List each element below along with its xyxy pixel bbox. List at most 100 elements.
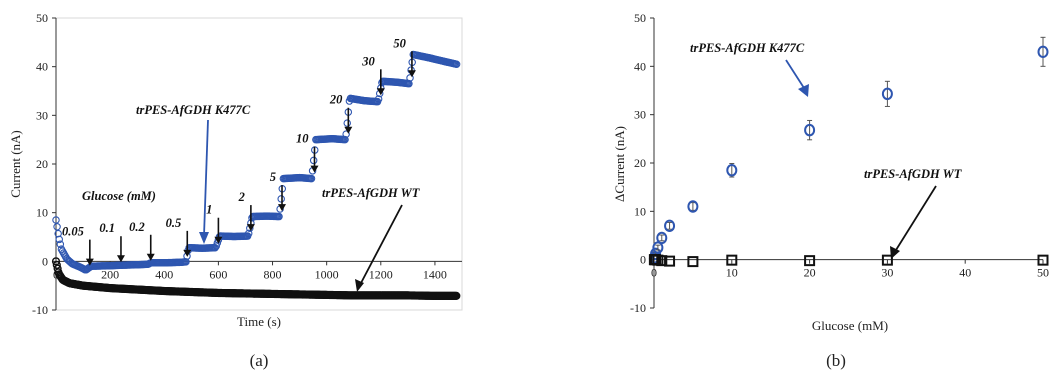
panel-a-data-point — [55, 235, 63, 244]
panel-a-data-point — [277, 195, 285, 203]
panel-b-y-axis-label: ΔCurrent (nA) — [612, 126, 627, 202]
panel-a-addition-label: 50 — [393, 36, 406, 50]
panel-b-data-point — [664, 255, 676, 267]
panel-b-x-axis-label: Glucose (mM) — [812, 318, 888, 333]
panel-a-annotations: 0.05 0.1 0.2 0.5 1 2 5 10 20 30 50 trPES-AfGDH K477… — [62, 36, 421, 292]
panel-a-addition-arrowhead — [376, 88, 385, 96]
panel-a-data-point — [307, 174, 316, 183]
panel-a-data-point — [374, 95, 383, 103]
panel-b-k477c-arrowhead — [798, 84, 809, 97]
panel-a-x-tick-label: 400 — [155, 267, 173, 281]
panel-a-addition-arrowhead — [344, 126, 353, 134]
panel-a-data-point — [275, 212, 283, 221]
panel-a-x-tick-label: 1200 — [369, 267, 393, 281]
panel-a-addition-arrowhead — [183, 249, 192, 257]
panel-a-data-point — [343, 119, 351, 127]
panel-b-series-label-wt: trPES-AfGDH WT — [864, 167, 963, 181]
panel-a-data-point — [182, 258, 190, 266]
panel-a-x-tick-label: 600 — [209, 267, 227, 281]
panel-a-y-tick-label: 0 — [42, 254, 48, 268]
panel-a-y-tick-label: 20 — [36, 157, 48, 171]
panel-a-x-tick-label: 800 — [264, 267, 282, 281]
panel-b-y-tick-label: 10 — [634, 204, 646, 218]
panel-b-data-point — [664, 219, 676, 233]
panel-b-y-tick-label: 0 — [640, 253, 646, 267]
panel-a-addition-label: 5 — [270, 170, 276, 184]
panel-b-data-point — [726, 254, 738, 266]
panel-b-x-tick-label: 10 — [726, 266, 738, 280]
panel-b-data-point — [881, 87, 893, 101]
panel-a-data-point — [244, 229, 253, 238]
panel-a-addition-arrowhead — [214, 236, 223, 244]
panel-b-data-point — [726, 164, 738, 177]
panel-a-data-point — [211, 243, 219, 252]
panel-a-data-point — [53, 223, 61, 231]
panel-a-x-tick-label: 1000 — [315, 267, 339, 281]
panel-b-wt-arrowhead — [890, 246, 900, 259]
panel-a-data-point — [309, 156, 318, 165]
panel-a-addition-label: 0.5 — [166, 216, 182, 230]
panel-b-x-tick-label: 50 — [1037, 266, 1049, 280]
panel-a-addition-label: 0.05 — [62, 225, 84, 239]
panel-b-data-point — [881, 254, 893, 266]
panel-a-k477c-arrowhead — [199, 232, 209, 244]
panel-a-series-k477c — [52, 50, 461, 274]
panel-a-addition-label: 0.2 — [129, 220, 145, 234]
panel-b-wt-arrow — [895, 185, 937, 251]
panel-a-addition-arrowhead — [310, 165, 319, 173]
panel-a-addition-arrowhead — [246, 224, 255, 232]
panel-b-data-point — [687, 200, 699, 213]
panel-a-addition-arrowhead — [116, 255, 125, 263]
panel-b-data-point — [656, 255, 668, 267]
panel-a-data-point — [52, 260, 61, 270]
panel-b-sublabel: (b) — [826, 351, 846, 370]
panel-a-k477c-arrow — [203, 119, 209, 237]
panel-b-x-tick-label: 30 — [881, 266, 893, 280]
panel-a-addition-arrowhead — [278, 204, 287, 212]
panel-b-data-point — [804, 255, 816, 267]
panel-a-data-point — [52, 216, 60, 224]
panel-b-data-point — [656, 231, 668, 245]
panel-b-y-tick-label: 40 — [634, 59, 646, 73]
panel-b-data-point — [804, 123, 816, 137]
panel-a-addition-label: 1 — [206, 203, 212, 217]
panel-a-addition-arrowhead — [407, 70, 416, 78]
panel-a-sublabel: (a) — [250, 351, 269, 370]
panel-a-y-tick-label: 40 — [36, 60, 48, 74]
panel-b-y-tick-label: 20 — [634, 156, 646, 170]
panel-a-y-tick-label: -10 — [32, 303, 48, 317]
panel-a-series-wt — [51, 257, 461, 300]
panel-b-axes: -10 0 10 20 30 40 50 0 10 20 30 40 50 — [630, 11, 1049, 315]
panel-a-data-point — [53, 264, 62, 273]
panel-a-x-axis-label: Time (s) — [237, 314, 281, 329]
panel-b-data-point — [652, 241, 664, 254]
panel-a-addition-label: 20 — [329, 93, 343, 107]
panel-a-addition-arrowhead — [85, 258, 94, 266]
panel-a-y-tick-label: 30 — [36, 108, 48, 122]
panel-a-data-point — [341, 135, 349, 144]
panel-b-y-tick-label: 50 — [634, 11, 646, 25]
panel-b-k477c-arrow — [785, 59, 805, 89]
panel-a-addition-label: 2 — [238, 190, 245, 204]
panel-b-x-tick-label: 0 — [651, 266, 657, 280]
panel-b-series-wt — [648, 254, 1049, 268]
panel-a-wt-arrowhead — [355, 279, 364, 292]
panel-b-chart: -10 0 10 20 30 40 50 0 10 20 30 40 50 trPES-AfGDH K4… — [612, 11, 1049, 370]
panel-b-data-point — [1037, 45, 1049, 59]
panel-a-x-tick-label: 1400 — [423, 267, 447, 281]
panel-a-addition-label: 30 — [361, 54, 375, 68]
panel-a-data-point — [342, 130, 350, 138]
panel-a-wt-arrow — [360, 204, 403, 284]
panel-a-y-tick-label: 50 — [36, 11, 48, 25]
panel-a-data-point — [56, 240, 65, 249]
panel-b-y-tick-label: -10 — [630, 301, 646, 315]
panel-b-data-point — [650, 247, 662, 261]
panel-b-series-k477c — [648, 36, 1049, 265]
panel-a-data-point — [406, 74, 414, 82]
panel-a-data-point — [51, 257, 61, 266]
panel-b-y-tick-label: 30 — [634, 108, 646, 122]
panel-a-y-axis-label: Current (nA) — [8, 130, 23, 198]
